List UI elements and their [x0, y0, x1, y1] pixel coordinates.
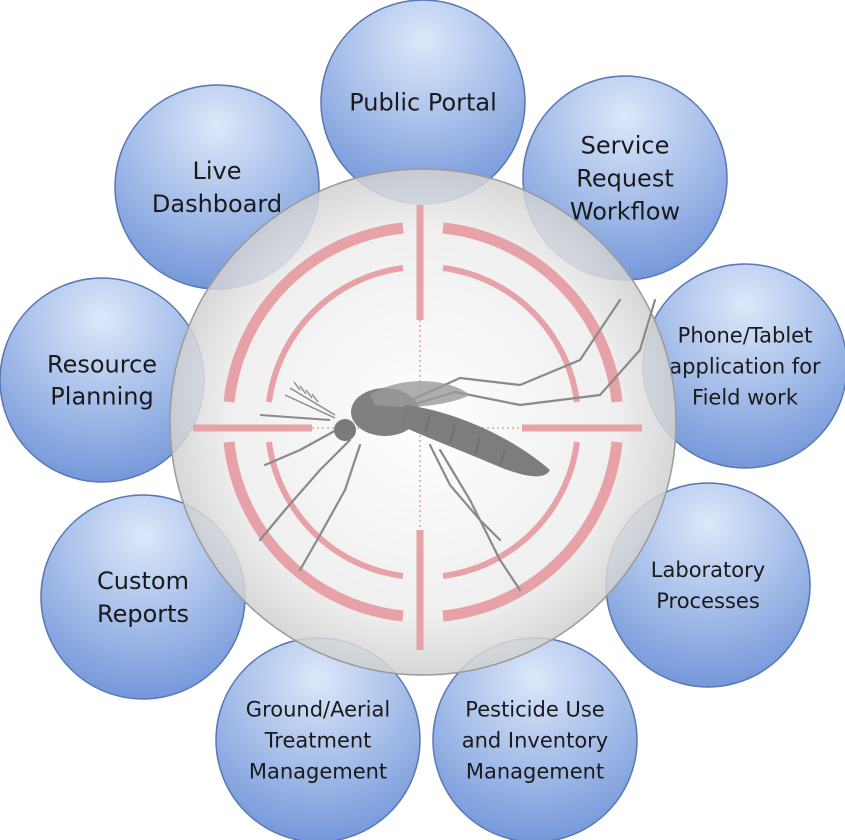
node-label-line: Management [466, 760, 604, 784]
node-label-line: Service [581, 132, 670, 160]
node-label-line: Planning [50, 383, 153, 411]
crosshair-inner-arc [266, 265, 404, 403]
node-label-line: Management [249, 760, 387, 784]
node-label-line: Field work [692, 386, 799, 410]
crosshair-outer-arc [223, 441, 404, 622]
mosquito-crosshair-icon [169, 168, 677, 676]
crosshair-inner-arc [442, 265, 580, 403]
node-ground-aerial-treatment: Ground/Aerial Treatment Management [215, 637, 421, 840]
crosshair-outer-arc [223, 222, 404, 403]
node-label-line: Treatment [264, 729, 372, 753]
node-label-line: Live [192, 157, 241, 185]
node-label-line: Reports [97, 600, 189, 628]
node-label-line: Dashboard [152, 190, 282, 218]
node-label-line: Processes [656, 589, 760, 613]
crosshair-outer-arc [442, 441, 623, 622]
node-laboratory-processes: Laboratory Processes [605, 482, 811, 688]
crosshair-outer-arc [442, 222, 623, 403]
node-phone-tablet-application: Phone/Tablet application for Field work [642, 263, 845, 469]
node-label-line: Resource [47, 351, 157, 379]
node-label-line: Pesticide Use [465, 698, 604, 722]
node-label-line: Laboratory [651, 558, 765, 582]
node-label-line: Public Portal [349, 89, 497, 117]
node-label-line: Ground/Aerial [246, 698, 390, 722]
mosquito-icon [258, 298, 657, 592]
node-label-line: and Inventory [462, 729, 609, 753]
node-label-line: Workflow [570, 198, 680, 226]
node-label-line: Request [576, 165, 674, 193]
node-custom-reports: Custom Reports [40, 494, 246, 700]
crosshair-inner-arc [442, 441, 580, 579]
crosshair-icon [193, 205, 642, 650]
node-label-line: Phone/Tablet [678, 324, 813, 348]
node-label-line: Custom [97, 567, 189, 595]
node-label-line: application for [669, 355, 821, 379]
node-public-portal: Public Portal [320, 0, 526, 205]
crosshair-inner-arc [266, 441, 404, 579]
